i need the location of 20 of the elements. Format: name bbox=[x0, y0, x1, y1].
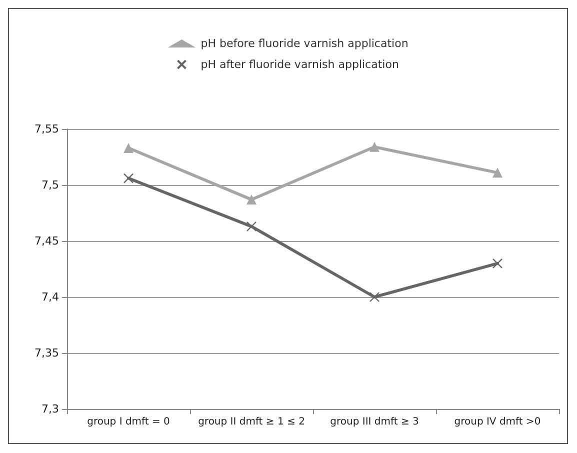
point bbox=[369, 292, 380, 302]
point bbox=[246, 221, 257, 232]
y-tick-label: 7,35 bbox=[34, 346, 59, 360]
y-tick-label: 7,55 bbox=[34, 122, 59, 136]
x-tick-label: group II dmft ≥ 1 ≤ 2 bbox=[198, 416, 305, 428]
legend-label: pH after fluoride varnish application bbox=[200, 58, 399, 71]
point bbox=[370, 142, 380, 152]
point bbox=[124, 143, 134, 154]
x-tick-label: group III dmft ≥ 3 bbox=[330, 416, 419, 428]
x-tick-label: group I dmft = 0 bbox=[87, 416, 170, 428]
legend-label: pH before fluoride varnish application bbox=[200, 37, 408, 50]
point bbox=[246, 194, 256, 205]
point bbox=[492, 258, 503, 268]
point bbox=[492, 168, 502, 178]
y-tick-label: 7,45 bbox=[34, 234, 59, 248]
x-tick-label: group IV dmft >0 bbox=[454, 416, 541, 428]
y-tick-label: 7,5 bbox=[42, 178, 59, 192]
y-tick-label: 7,3 bbox=[42, 402, 59, 416]
point bbox=[123, 173, 134, 184]
y-tick-label: 7,4 bbox=[42, 290, 59, 304]
